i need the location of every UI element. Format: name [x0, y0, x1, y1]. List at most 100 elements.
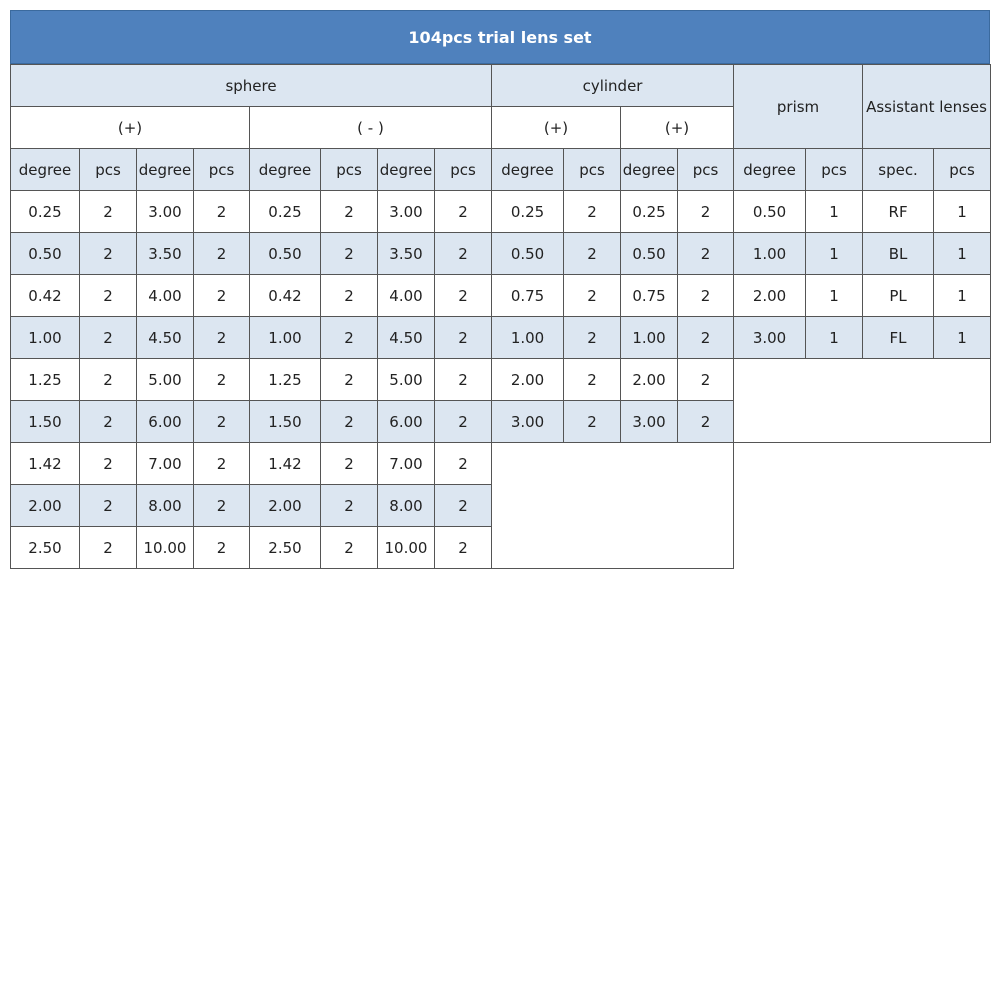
data-cell: 1	[805, 316, 864, 359]
group-header: cylinder	[491, 64, 735, 107]
data-cell: 4.00	[136, 274, 194, 317]
data-cell: 2	[79, 358, 137, 401]
data-cell: 0.50	[10, 232, 80, 275]
data-cell: 2	[677, 358, 735, 401]
column-header: pcs	[805, 148, 864, 191]
data-cell: BL	[862, 232, 935, 275]
data-cell: 3.00	[491, 400, 565, 443]
data-cell: 4.50	[377, 316, 435, 359]
data-cell: 0.75	[620, 274, 679, 317]
data-cell: 2.00	[249, 484, 321, 527]
data-cell: 10.00	[136, 526, 194, 569]
data-cell: 1.25	[10, 358, 80, 401]
data-cell: 8.00	[136, 484, 194, 527]
data-cell: 0.50	[733, 190, 807, 233]
column-header: pcs	[79, 148, 137, 191]
data-cell: 1	[933, 274, 992, 317]
data-cell: 2	[79, 442, 137, 485]
column-header: degree	[10, 148, 80, 191]
subgroup-header: (+)	[491, 106, 622, 149]
column-header: pcs	[677, 148, 735, 191]
data-cell: 2	[193, 316, 250, 359]
data-cell: 2	[563, 274, 622, 317]
data-cell: 1.00	[620, 316, 679, 359]
column-header: pcs	[193, 148, 250, 191]
data-row: 2.50 2 10.00 2 2.50 2 10.00 2	[10, 526, 991, 569]
data-cell: 2.50	[249, 526, 321, 569]
data-cell: 5.00	[377, 358, 435, 401]
data-cell: 2	[320, 526, 378, 569]
data-cell: 2	[677, 400, 735, 443]
column-header: degree	[620, 148, 679, 191]
group-header: sphere	[9, 64, 493, 107]
data-cell: 1.00	[10, 316, 80, 359]
data-cell: 0.25	[491, 190, 565, 233]
subgroup-header-row: (+)( - ) (+) (+)	[10, 106, 991, 149]
data-cell: 1.25	[249, 358, 321, 401]
data-cell: 2	[193, 400, 250, 443]
column-header: pcs	[433, 148, 493, 191]
subgroup-header: (+)	[10, 106, 250, 149]
data-cell: 1	[933, 316, 992, 359]
group-header: prism	[733, 64, 864, 149]
data-cell: 0.25	[249, 190, 321, 233]
data-cell: 8.00	[377, 484, 435, 527]
data-cell: 2	[563, 400, 622, 443]
data-row: 1.42 2 7.00 2 1.42 2 7.00 2	[10, 442, 991, 569]
data-cell: 0.42	[10, 274, 80, 317]
data-cell: 6.00	[377, 400, 435, 443]
data-cell: 10.00	[377, 526, 435, 569]
table-title: 104pcs trial lens set	[10, 10, 990, 64]
data-cell: 1.00	[733, 232, 807, 275]
column-header: pcs	[563, 148, 622, 191]
data-cell: 2	[433, 442, 493, 485]
data-cell: 1	[933, 232, 992, 275]
empty-cell	[491, 442, 735, 569]
data-cell: 2.00	[733, 274, 807, 317]
column-header: spec.	[862, 148, 935, 191]
data-cell: RF	[862, 190, 935, 233]
data-cell: 1.00	[249, 316, 321, 359]
data-row: 1.50 2 6.00 2 1.50 2 6.00 2 3.00 2 3.00 2	[10, 400, 991, 443]
column-header: degree	[491, 148, 565, 191]
data-cell: 2	[79, 190, 137, 233]
data-cell: 1	[805, 190, 864, 233]
data-cell: 2	[193, 442, 250, 485]
data-cell: 2	[677, 316, 735, 359]
data-cell: 2	[433, 232, 493, 275]
column-header: degree	[377, 148, 435, 191]
data-cell: 2	[79, 316, 137, 359]
data-cell: 1.00	[491, 316, 565, 359]
data-cell: 2	[677, 190, 735, 233]
data-cell: 2	[320, 316, 378, 359]
data-row: 1.00 2 4.50 2 1.00 2 4.50 2 1.00 2 1.00 2 3.00 1 FL 1	[10, 316, 992, 359]
subgroup-header: ( - )	[248, 106, 493, 149]
data-cell: 3.00	[136, 190, 194, 233]
data-cell: 2	[193, 358, 250, 401]
data-cell: PL	[862, 274, 935, 317]
data-cell: 2	[320, 400, 378, 443]
data-cell: 7.00	[377, 442, 435, 485]
data-cell: 0.75	[491, 274, 565, 317]
data-cell: 0.50	[620, 232, 679, 275]
data-cell: 3.00	[620, 400, 679, 443]
data-cell: 0.25	[620, 190, 679, 233]
data-cell: 2	[79, 526, 137, 569]
data-cell: 2	[193, 232, 250, 275]
data-cell: 4.00	[377, 274, 435, 317]
data-cell: 1	[805, 274, 864, 317]
data-cell: 1.42	[10, 442, 80, 485]
column-header: degree	[249, 148, 321, 191]
data-cell: 3.00	[733, 316, 807, 359]
data-cell: 2	[193, 484, 250, 527]
data-cell: 2	[79, 484, 137, 527]
data-cell: 2	[563, 232, 622, 275]
data-cell: 1.50	[249, 400, 321, 443]
data-cell: 2	[320, 484, 378, 527]
column-header: degree	[136, 148, 194, 191]
column-header: pcs	[320, 148, 378, 191]
data-cell: 2	[193, 526, 250, 569]
data-cell: 1.50	[10, 400, 80, 443]
data-cell: 2	[433, 358, 493, 401]
